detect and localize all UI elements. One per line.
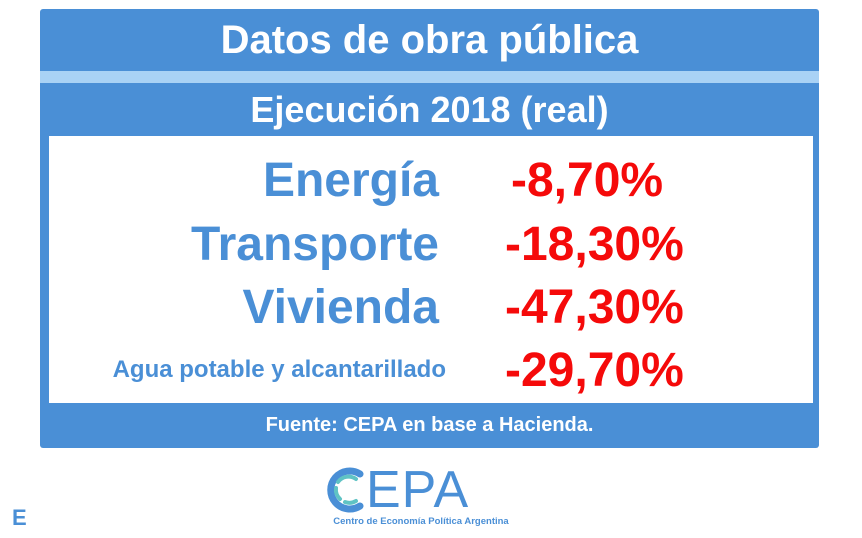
row-value: -8,70% bbox=[511, 153, 664, 207]
title-divider bbox=[40, 71, 819, 83]
logo-caption: Centro de Economía Política Argentina bbox=[333, 516, 509, 527]
corner-letter: E bbox=[12, 505, 27, 530]
card-subtitle: Ejecución 2018 (real) bbox=[250, 88, 609, 130]
logo-wordmark: EPA bbox=[366, 460, 470, 519]
row-value: -18,30% bbox=[505, 217, 684, 271]
data-row: Transporte -18,30% bbox=[49, 214, 813, 274]
data-row: Energía -8,70% bbox=[49, 150, 813, 210]
cepa-logo: EPA Centro de Economía Política Argentin… bbox=[326, 460, 516, 532]
row-label: Energía bbox=[262, 153, 439, 207]
card-title: Datos de obra pública bbox=[220, 17, 639, 62]
cepa-c-logo-icon bbox=[327, 467, 364, 513]
row-value: -29,70% bbox=[505, 343, 684, 397]
row-label: Vivienda bbox=[242, 280, 439, 334]
row-label: Agua potable y alcantarillado bbox=[112, 356, 446, 383]
source-footer: Fuente: CEPA en base a Hacienda. bbox=[265, 414, 594, 436]
row-value: -47,30% bbox=[505, 280, 684, 334]
row-label: Transporte bbox=[190, 217, 439, 271]
data-row: Vivienda -47,30% bbox=[49, 277, 813, 337]
data-panel: Energía -8,70% Transporte -18,30% Vivien… bbox=[49, 136, 813, 403]
data-card: Datos de obra pública Ejecución 2018 (re… bbox=[40, 9, 819, 448]
data-row: Agua potable y alcantarillado -29,70% bbox=[49, 340, 813, 400]
